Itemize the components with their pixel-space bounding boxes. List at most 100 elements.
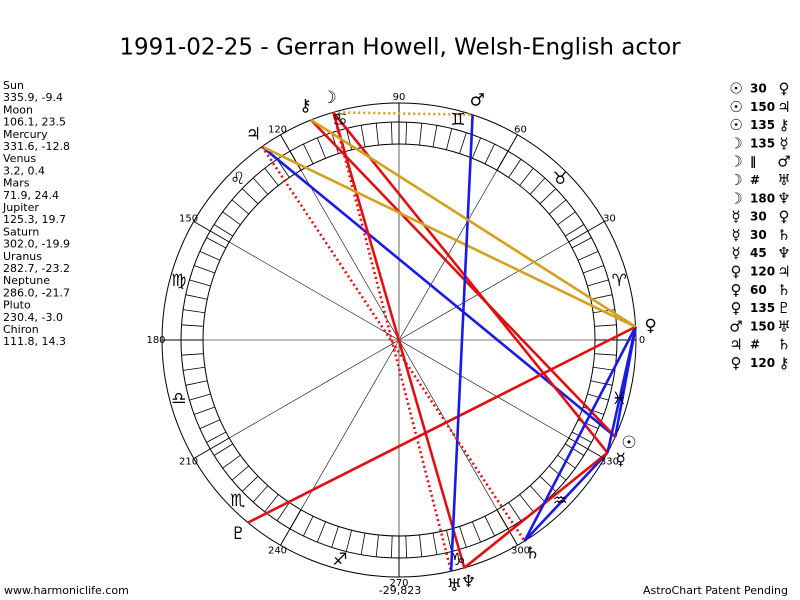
aspect-glyph-b: ♂ <box>777 153 790 171</box>
ring-tick <box>181 353 204 356</box>
ring-tick <box>264 494 279 513</box>
sign-glyph: ♏ <box>230 491 245 511</box>
ring-tick <box>199 250 221 261</box>
ring-tick <box>303 515 314 537</box>
aspect-type: 150 <box>750 319 775 333</box>
ring-tick <box>484 515 495 537</box>
ring-tick <box>181 324 204 327</box>
ring-tick <box>587 279 609 287</box>
ring-tick <box>252 177 269 195</box>
degree-label: 330 <box>600 457 619 468</box>
ring-tick <box>446 128 453 150</box>
aspect-line <box>463 451 609 569</box>
aspect-type: 135 <box>750 301 775 315</box>
aspect-glyph-b: ♀ <box>779 80 790 98</box>
planet-name: Venus <box>3 152 36 165</box>
planet-glyph: ♃ <box>246 124 261 144</box>
sign-glyph: ♋ <box>332 110 347 130</box>
ring-tick <box>276 502 290 521</box>
sign-glyph: ♉ <box>553 169 568 189</box>
ring-tick <box>316 521 326 543</box>
footer-left: www.harmoniclife.com <box>4 584 129 597</box>
planet-name: Moon <box>3 103 33 116</box>
ring-tick <box>405 535 408 558</box>
ring-tick <box>194 265 215 274</box>
aspect-line <box>449 114 474 572</box>
aspect-glyph-b: ♆ <box>777 189 790 207</box>
ring-tick <box>508 502 522 521</box>
planet-coords: 282.7, -23.2 <box>3 262 70 275</box>
ring-tick <box>276 159 290 178</box>
ring-tick <box>446 530 453 552</box>
aspect-type: 120 <box>750 356 775 370</box>
planet-name: Chiron <box>3 323 39 336</box>
planet-glyph: ☽ <box>321 88 336 108</box>
ring-tick <box>222 211 241 226</box>
ring-tick <box>193 221 230 243</box>
aspect-glyph-a: ☿ <box>731 244 740 262</box>
sign-glyph: ♍ <box>171 271 186 291</box>
ring-tick <box>590 380 613 386</box>
aspect-glyph-b: ♀ <box>779 208 790 226</box>
ring-tick <box>199 419 221 430</box>
spoke <box>398 339 569 439</box>
aspect-type: 60 <box>750 283 767 297</box>
degree-label: 240 <box>268 545 287 556</box>
ring-tick <box>568 437 605 459</box>
planet-coords: 335.9, -9.4 <box>3 91 63 104</box>
spoke <box>300 170 400 341</box>
aspect-line <box>332 111 466 569</box>
aspect-glyph-b: ♄ <box>777 336 790 354</box>
ring-tick <box>519 494 534 513</box>
spoke <box>229 339 400 439</box>
aspect-glyph-a: ♀ <box>731 354 742 372</box>
spoke <box>300 339 400 510</box>
aspect-type: 30 <box>750 82 767 96</box>
aspect-line <box>261 145 637 328</box>
planet-glyph: ♅ <box>447 576 462 596</box>
aspect-glyph-a: ♂ <box>729 317 742 335</box>
planet-glyph: ☉ <box>621 433 636 453</box>
aspect-glyph-a: ♃ <box>729 336 742 354</box>
wheel <box>161 102 637 578</box>
ring-tick <box>193 437 230 459</box>
labels: 0 30 60 90 120 150 180 210 240 270 300 330 ♈ ♉ ♊ ♋ ♌ ♍ ♎ ♏ ♐… <box>2 79 791 596</box>
degree-label: 180 <box>146 335 165 346</box>
ring-tick <box>539 475 557 492</box>
degree-label: 0 <box>639 335 645 346</box>
ring-tick <box>316 137 326 159</box>
planet-name: Sun <box>3 79 24 92</box>
planet-coords: 331.6, -12.8 <box>3 140 70 153</box>
ring-tick <box>472 137 482 159</box>
ring-tick <box>183 366 205 371</box>
aspect-glyph-b: ♇ <box>777 299 790 317</box>
bottom-label: -29,823 <box>379 584 421 597</box>
planet-coords: 230.4, -3.0 <box>3 311 63 324</box>
ring-tick <box>432 125 438 148</box>
planet-coords: 286.0, -21.7 <box>3 286 70 299</box>
ring-tick <box>194 406 215 415</box>
ring-tick <box>548 199 567 215</box>
ring-tick <box>472 521 482 543</box>
planet-glyph: ♀ <box>644 316 656 336</box>
planet-coords: 125.3, 19.7 <box>3 213 66 226</box>
planet-coords: 71.9, 24.4 <box>3 189 59 202</box>
ring-tick <box>529 177 546 195</box>
aspect-line <box>247 325 637 524</box>
ring-tick <box>222 454 241 469</box>
ring-tick <box>213 443 233 456</box>
ring-tick <box>206 237 227 249</box>
ring-tick <box>360 125 366 148</box>
aspect-glyph-b: ♆ <box>777 244 790 262</box>
ring-tick <box>303 143 314 165</box>
ring-tick <box>419 123 423 146</box>
ring-tick <box>565 443 585 456</box>
chart-title: 1991-02-25 - Gerran Howell, Welsh-Englis… <box>119 35 681 61</box>
sign-glyph: ♓ <box>612 389 627 409</box>
aspect-type: 30 <box>750 228 767 242</box>
ring-tick <box>345 530 352 552</box>
planet-name: Pluto <box>3 299 31 312</box>
ring-tick <box>571 237 592 249</box>
ring-tick <box>484 143 495 165</box>
aspect-type: 120 <box>750 265 775 279</box>
